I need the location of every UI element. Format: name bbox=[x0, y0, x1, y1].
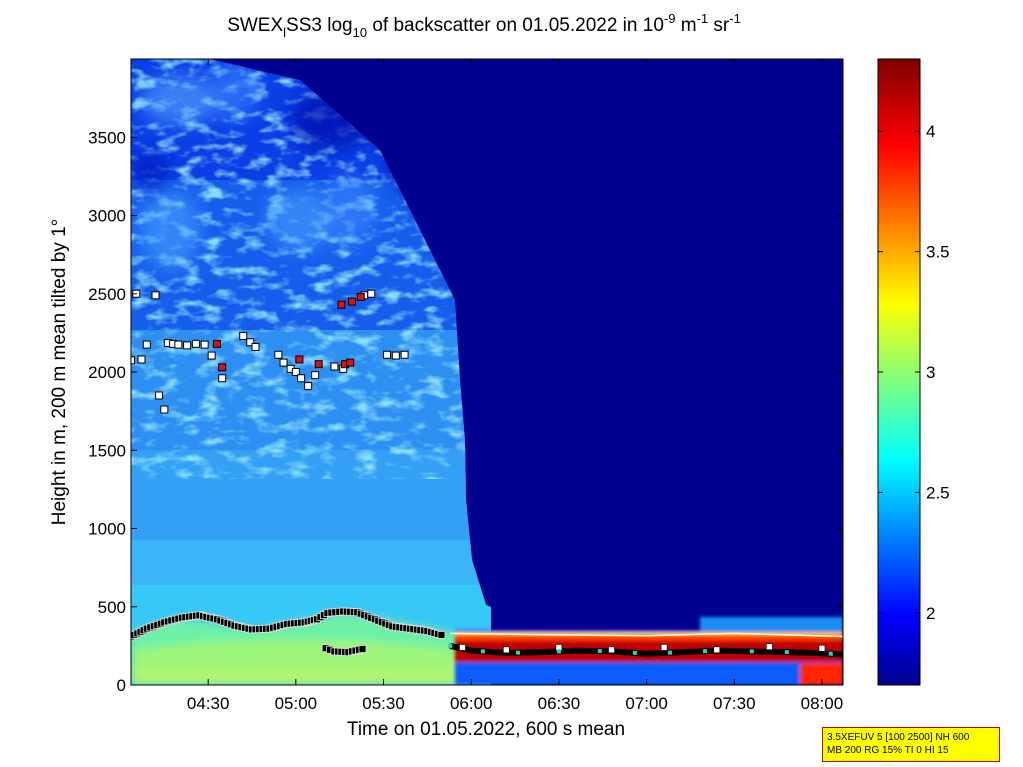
layer-marker-red bbox=[347, 297, 356, 306]
cloud-base-marker-cyan bbox=[703, 649, 708, 654]
layer-marker-red bbox=[212, 339, 221, 348]
layer-markers bbox=[131, 289, 409, 414]
colorbar-tick-label: 3.5 bbox=[926, 243, 950, 262]
layer-marker-white bbox=[142, 340, 151, 349]
layer-marker-white bbox=[239, 332, 248, 341]
cloud-base-marker-cyan bbox=[556, 649, 561, 654]
layer-marker-white bbox=[246, 338, 255, 347]
layer-marker-white bbox=[274, 350, 283, 359]
cloud-base-marker-cyan bbox=[448, 643, 453, 648]
cloud-base-marker bbox=[713, 646, 721, 654]
colorbar-tick-label: 4 bbox=[926, 122, 935, 141]
cloud-base-marker bbox=[608, 646, 615, 654]
layer-marker-white bbox=[391, 351, 400, 360]
y-tick-label: 2000 bbox=[88, 363, 126, 382]
colorbar bbox=[877, 58, 921, 686]
y-tick-label: 3000 bbox=[88, 207, 126, 226]
info-line-1: 3.5XEFUV 5 [100 2500] NH 600 bbox=[827, 732, 970, 743]
cloud-base-line bbox=[449, 642, 843, 658]
x-tick-label: 05:00 bbox=[275, 694, 318, 713]
colorbar-ticks: 2 2.5 3 3.5 4 bbox=[878, 122, 950, 623]
layer-marker-white bbox=[251, 342, 260, 351]
layer-marker-white bbox=[291, 368, 300, 376]
colorbar-tick-label: 2 bbox=[926, 604, 935, 623]
y-tick-label: 2500 bbox=[88, 285, 126, 304]
y-tick-label: 3500 bbox=[88, 128, 126, 147]
y-axis-label: Height in m, 200 m mean tilted by 1° bbox=[49, 219, 70, 525]
x-tick-label: 08:00 bbox=[801, 694, 844, 713]
x-tick-label: 06:30 bbox=[538, 694, 581, 713]
cloud-base-marker-cyan bbox=[749, 649, 754, 654]
layer-marker-white bbox=[183, 341, 192, 350]
layer-marker-white bbox=[155, 391, 164, 400]
heatmap-field bbox=[131, 59, 843, 685]
cloud-layer-lines bbox=[448, 632, 843, 658]
layer-marker-red bbox=[295, 355, 304, 364]
layer-marker-white bbox=[330, 362, 339, 371]
x-tick-label: 07:00 bbox=[625, 694, 668, 713]
x-tick-label: 07:30 bbox=[713, 694, 756, 713]
layer-marker-white bbox=[279, 358, 288, 367]
y-tick-label: 0 bbox=[117, 676, 126, 695]
x-axis: 04:30 05:00 05:30 06:00 06:30 07:00 07:30 08:00 bbox=[187, 59, 843, 713]
y-tick-label: 1000 bbox=[88, 520, 126, 539]
layer-marker-red bbox=[314, 360, 323, 369]
y-tick-label: 500 bbox=[98, 598, 126, 617]
boundary-layer-point bbox=[437, 631, 446, 639]
layer-marker-red bbox=[356, 292, 365, 301]
x-axis-label: Time on 01.05.2022, 600 s mean bbox=[347, 719, 625, 740]
cloud-base-marker-cyan bbox=[667, 650, 672, 655]
cloud-base-marker-cyan bbox=[784, 650, 789, 655]
layer-marker-white bbox=[304, 382, 313, 391]
cloud-base-marker-cyan bbox=[515, 650, 520, 655]
chart-title: SWEXlSS3 log10 of backscatter on 01.05.2… bbox=[227, 11, 741, 40]
layer-marker-white bbox=[191, 339, 200, 348]
cloud-base-marker bbox=[502, 646, 510, 654]
cloud-base-marker-cyan bbox=[828, 651, 833, 656]
colorbar-tick-label: 3 bbox=[926, 363, 935, 382]
cloud-base-marker-cyan bbox=[480, 649, 485, 654]
layer-marker-white bbox=[218, 374, 227, 383]
colorbar-tick-label: 2.5 bbox=[926, 483, 950, 502]
layer-marker-red bbox=[346, 358, 355, 367]
layer-marker-white bbox=[367, 289, 376, 298]
layer-marker-white bbox=[137, 355, 146, 364]
processing-info-box: 3.5XEFUV 5 [100 2500] NH 600 MB 200 RG 1… bbox=[822, 727, 1000, 762]
boundary-layer-line bbox=[131, 607, 446, 657]
info-line-2: MB 200 RG 15% TI 0 HI 15 bbox=[827, 745, 949, 756]
cloud-base-marker bbox=[818, 644, 826, 652]
layer-marker-white bbox=[311, 371, 320, 380]
low-layer-point bbox=[358, 645, 367, 653]
cloud-top-line bbox=[450, 632, 843, 638]
layer-marker-white bbox=[131, 356, 135, 365]
cloud-base-marker bbox=[766, 643, 773, 650]
cloud-base-marker-cyan bbox=[632, 650, 637, 655]
y-axis: 0 500 1000 1500 2000 2500 3000 3500 bbox=[88, 128, 843, 695]
x-tick-label: 05:30 bbox=[362, 694, 405, 713]
layer-marker-white bbox=[200, 340, 209, 349]
layer-marker-white bbox=[151, 291, 160, 300]
y-tick-label: 1500 bbox=[88, 441, 126, 460]
layer-marker-red bbox=[337, 300, 346, 309]
layer-marker-white bbox=[400, 350, 409, 359]
cloud-base-marker bbox=[660, 644, 668, 651]
cloud-base-marker-cyan bbox=[597, 649, 602, 654]
layer-marker-white bbox=[207, 351, 216, 360]
cloud-base-marker bbox=[459, 644, 466, 651]
layer-marker-red bbox=[218, 363, 227, 372]
x-tick-label: 06:00 bbox=[450, 694, 493, 713]
layer-marker-white bbox=[174, 340, 183, 349]
x-tick-label: 04:30 bbox=[187, 694, 230, 713]
layer-marker-white bbox=[383, 350, 392, 359]
layer-marker-white bbox=[297, 374, 306, 383]
layer-marker-white bbox=[160, 405, 169, 414]
